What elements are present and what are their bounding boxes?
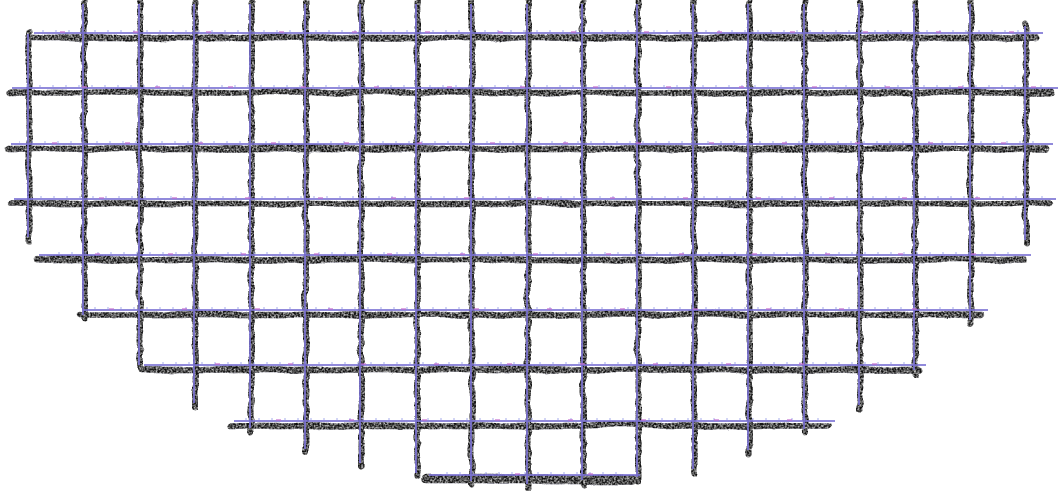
ink-layer — [3, 0, 1054, 490]
stroke-tip — [1021, 20, 1029, 28]
speckle-layer — [19, 30, 1046, 475]
guide-layer — [11, 4, 1058, 484]
stroke-tip — [24, 28, 32, 36]
